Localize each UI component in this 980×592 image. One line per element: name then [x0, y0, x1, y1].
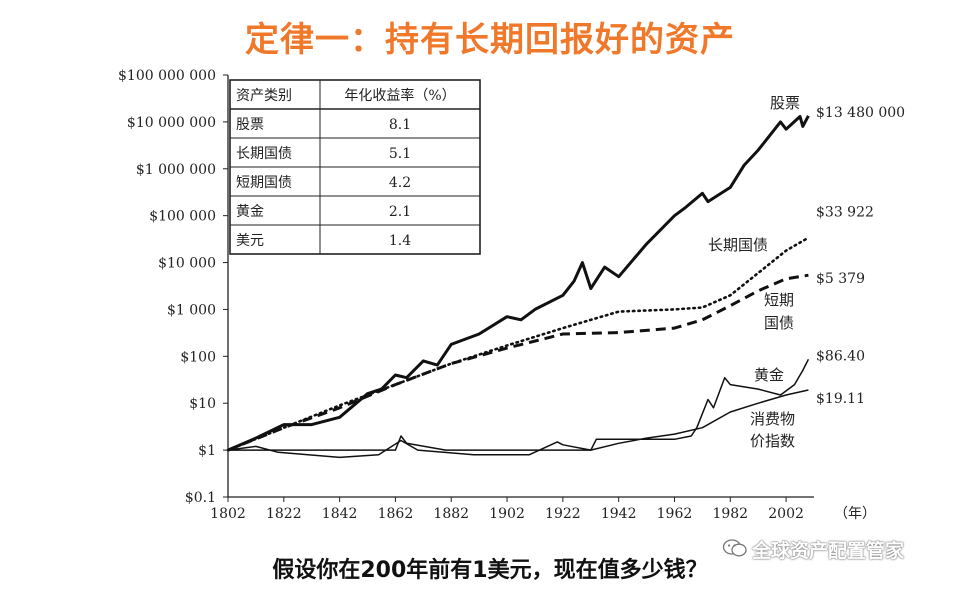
table-cell-rate: 4.2 — [389, 175, 411, 191]
x-tick-label: 2002 — [768, 506, 804, 522]
x-tick-label: 1822 — [266, 506, 302, 522]
returns-table: 资产类别 年化收益率（%） 股票 8.1 长期国债 5.1 短期国债 4.2 黄金 2.1 美元 1.… — [229, 79, 481, 255]
x-tick-label: 1902 — [489, 506, 525, 522]
y-tick-labels: $0.1 $1 $10 $100 $1 000 $10 000 $100 000 $1 000… — [118, 68, 228, 506]
table-cell-asset: 股票 — [236, 117, 264, 133]
x-tick-label: 1982 — [712, 506, 748, 522]
table-cell-asset: 黄金 — [236, 203, 264, 220]
wechat-icon — [722, 539, 747, 557]
y-tick-label: $10 000 000 — [127, 115, 216, 131]
series-end-label: $19.11 — [816, 391, 865, 407]
table-cell-asset: 资产类别 — [236, 88, 292, 104]
y-tick-label: $1 — [198, 443, 216, 459]
series-end-label: $86.40 — [816, 348, 865, 364]
series-lines — [226, 115, 810, 459]
table-cell-rate: 5.1 — [389, 146, 411, 162]
x-tick-label: 1802 — [210, 506, 246, 522]
series-end-labels: $13 480 000 $33 922 $5 379 $86.40 $19.11 — [816, 105, 905, 407]
table-cell-rate: 8.1 — [389, 117, 411, 133]
x-tick-label: 1862 — [378, 506, 414, 522]
table-cell-asset: 短期国债 — [236, 175, 292, 191]
series-curve-label: 黄金 — [754, 366, 784, 384]
table-cell-rate: 1.4 — [389, 233, 411, 249]
series-curve-label: 股票 — [770, 94, 800, 112]
series-curve-label: 短期 — [764, 291, 794, 309]
y-tick-label: $100 — [180, 349, 216, 365]
series-end-label: $13 480 000 — [816, 105, 905, 121]
page-title: 定律一：持有长期回报好的资产 — [245, 20, 735, 60]
y-tick-label: $100 000 000 — [118, 68, 216, 84]
y-tick-label: $1 000 — [167, 302, 216, 318]
y-tick-label: $1 000 000 — [136, 162, 216, 178]
x-axis-label: （年） — [834, 506, 876, 522]
table-cell-rate: 2.1 — [389, 204, 411, 220]
series-line-3 — [228, 358, 810, 451]
series-curve-label: 国债 — [764, 314, 794, 332]
chart-axes — [227, 75, 814, 498]
series-end-label: $33 922 — [816, 205, 874, 221]
y-tick-label: $10 — [189, 396, 216, 412]
y-tick-label: $0.1 — [185, 490, 216, 506]
series-line-1 — [226, 236, 810, 452]
question-caption: 假设你在200年前有1美元，现在值多少钱？ — [272, 558, 708, 583]
series-curve-label: 长期国债 — [708, 236, 768, 254]
y-tick-label: $10 000 — [158, 256, 216, 272]
x-tick-label: 1922 — [545, 506, 581, 522]
series-curve-label: 价指数 — [750, 432, 795, 450]
watermark-text: 全球资产配置管家 — [752, 540, 905, 562]
series-curve-label: 消费物 — [750, 410, 795, 428]
x-tick-label: 1882 — [433, 506, 469, 522]
x-tick-label: 1842 — [322, 506, 358, 522]
x-tick-labels: 1802 1822 1842 1862 1882 1902 1922 1942 1962 1982… — [210, 497, 804, 522]
series-line-4 — [227, 389, 809, 459]
table-cell-rate: 年化收益率（%） — [344, 87, 455, 104]
series-line-2 — [227, 273, 809, 452]
series-end-label: $5 379 — [816, 271, 865, 287]
table-cell-asset: 美元 — [236, 233, 264, 249]
y-tick-label: $100 000 — [149, 209, 216, 225]
x-tick-label: 1942 — [601, 506, 637, 522]
table-cell-asset: 长期国债 — [236, 146, 292, 162]
x-tick-label: 1962 — [657, 506, 693, 522]
